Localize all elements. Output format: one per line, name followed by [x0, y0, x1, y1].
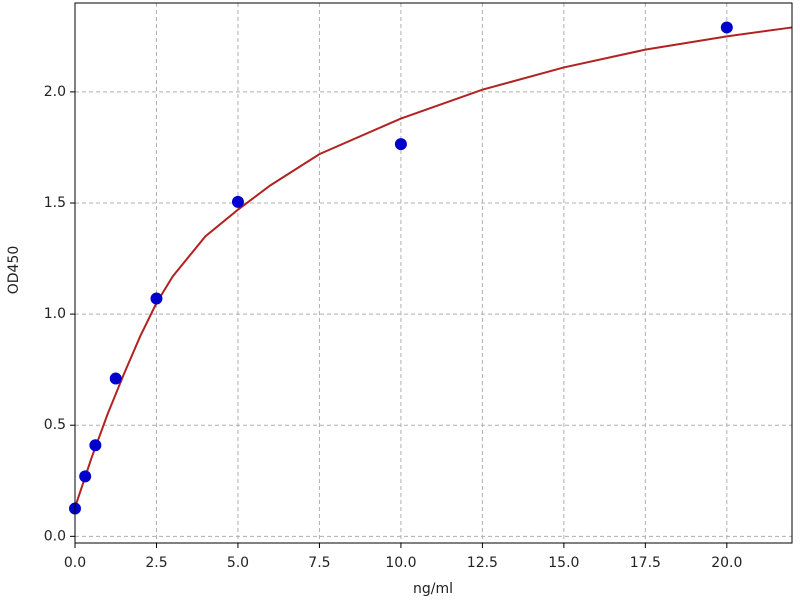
data-point: [89, 439, 102, 452]
data-point: [720, 21, 733, 34]
data-point: [394, 138, 407, 151]
x-tick-label: 5.0: [227, 555, 249, 571]
y-tick-label: 2.0: [44, 84, 66, 100]
data-point: [109, 372, 122, 385]
x-tick-label: 0.0: [64, 555, 86, 571]
plot-frame: [74, 2, 793, 544]
y-tick-label: 1.0: [44, 306, 66, 322]
x-axis-label: ng/ml: [413, 581, 453, 597]
x-tick-label: 10.0: [385, 555, 416, 571]
y-tick-label: 0.5: [44, 417, 66, 433]
y-tick-label: 0.0: [44, 528, 66, 544]
x-tick-label: 15.0: [548, 555, 579, 571]
data-point: [150, 292, 163, 305]
data-point: [231, 195, 244, 208]
y-axis-label: OD450: [6, 246, 22, 295]
data-point: [79, 470, 92, 483]
x-tick-label: 20.0: [711, 555, 742, 571]
fit-curve: [74, 26, 793, 508]
x-tick-label: 12.5: [467, 555, 498, 571]
x-tick-label: 17.5: [630, 555, 661, 571]
x-tick-label: 2.5: [145, 555, 167, 571]
y-tick-label: 1.5: [44, 195, 66, 211]
x-tick-label: 7.5: [308, 555, 330, 571]
